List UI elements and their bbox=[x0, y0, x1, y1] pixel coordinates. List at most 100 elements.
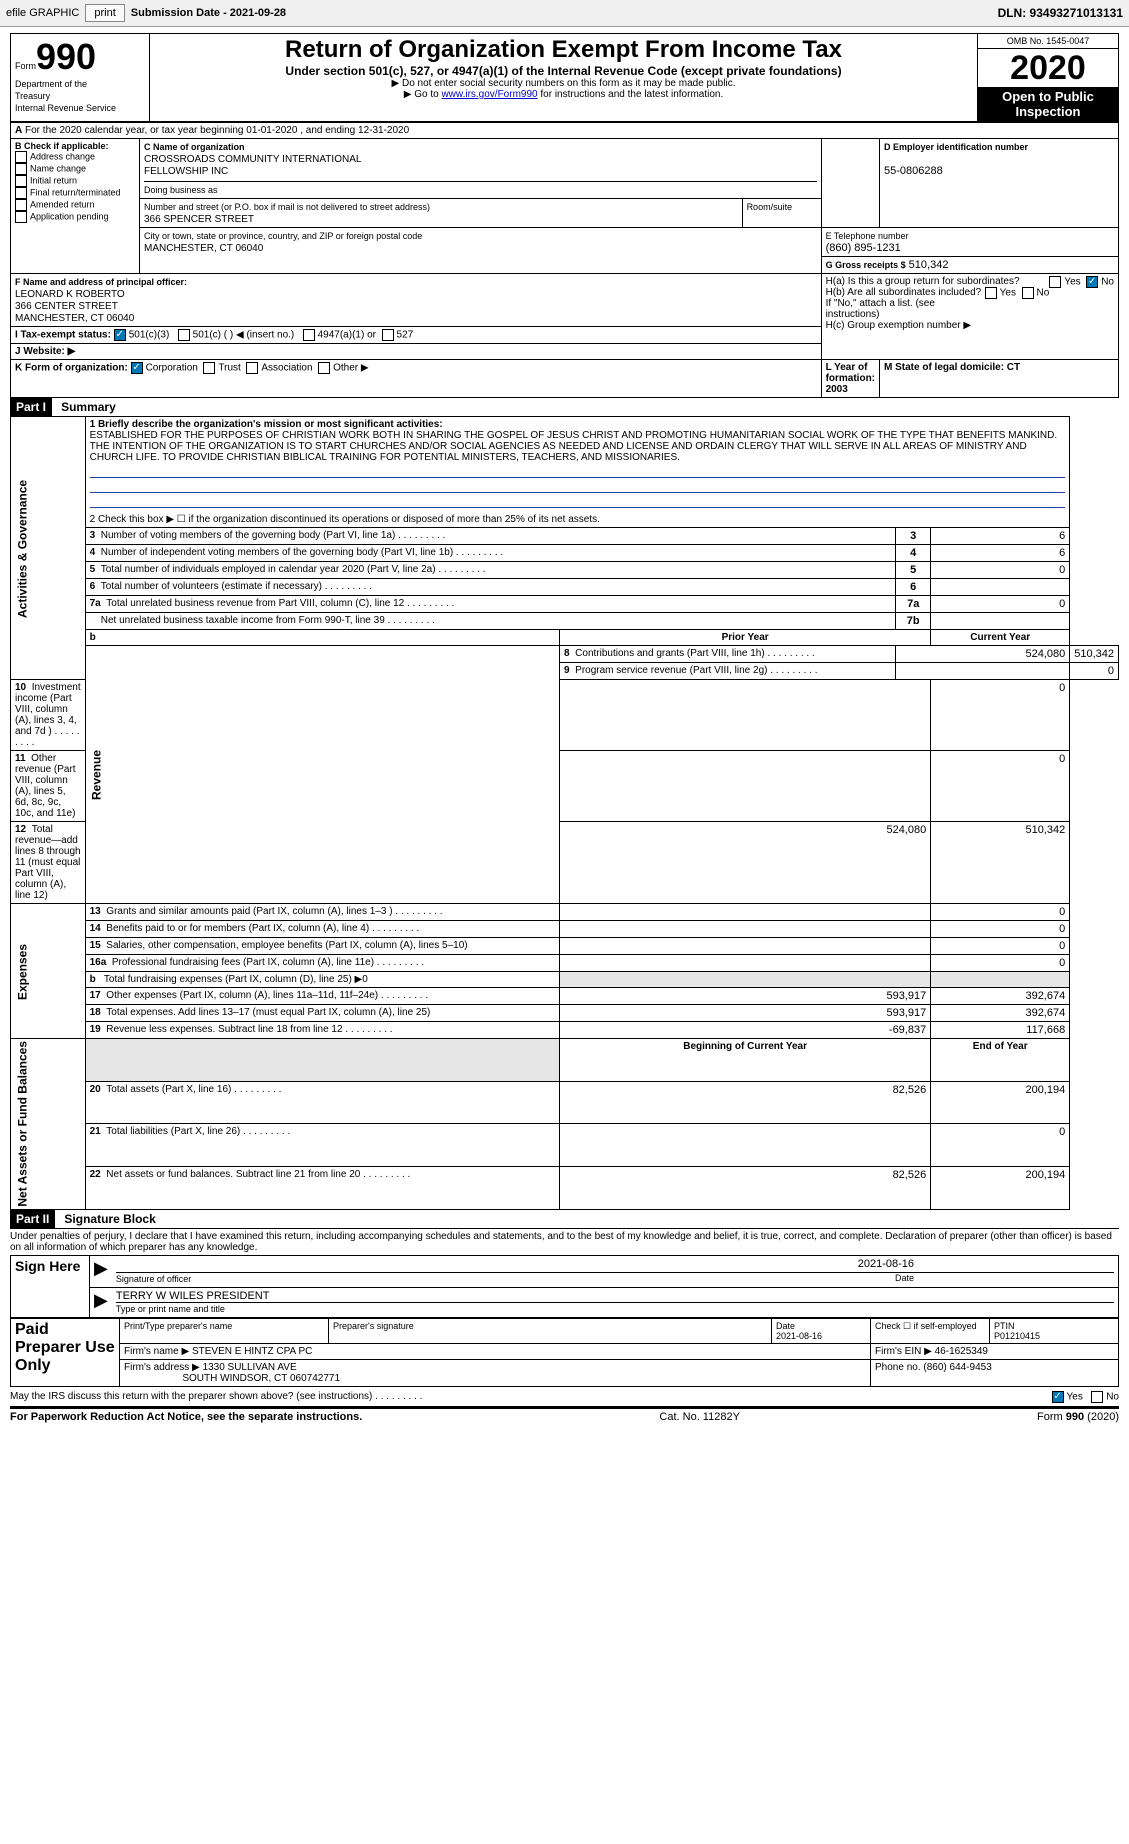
i-label: I Tax-exempt status: bbox=[15, 330, 111, 341]
firm-ein-label: Firm's EIN ▶ bbox=[875, 1346, 932, 1357]
ag-t-4: Total unrelated business revenue from Pa… bbox=[106, 598, 454, 609]
exp-row-16b: b Total fundraising expenses (Part IX, c… bbox=[11, 972, 1119, 988]
c-label: C Name of organization bbox=[144, 142, 245, 152]
exp-p-6: 593,917 bbox=[560, 1005, 931, 1022]
rev-p-0: 524,080 bbox=[896, 646, 1070, 663]
exp-row: 17 Other expenses (Part IX, column (A), … bbox=[11, 988, 1119, 1005]
exp-t-3: Professional fundraising fees (Part IX, … bbox=[112, 957, 424, 968]
net-c-1: 0 bbox=[931, 1124, 1070, 1167]
irs-link[interactable]: www.irs.gov/Form990 bbox=[441, 89, 537, 100]
phone-cell: E Telephone number (860) 895-1231 bbox=[821, 228, 1118, 257]
firm-name-value: STEVEN E HINTZ CPA PC bbox=[192, 1346, 312, 1357]
part1-table: Activities & Governance 1 Briefly descri… bbox=[10, 416, 1119, 1210]
cb-ha-yes[interactable] bbox=[1049, 276, 1061, 288]
firm-name-label: Firm's name ▶ bbox=[124, 1346, 189, 1357]
paid-preparer-label: Paid Preparer Use Only bbox=[11, 1318, 120, 1386]
discuss-no: No bbox=[1106, 1391, 1119, 1402]
pp-date-label: Date bbox=[776, 1321, 795, 1331]
gross-cell: G Gross receipts $ 510,342 bbox=[821, 257, 1118, 274]
side-label-net: Net Assets or Fund Balances bbox=[11, 1039, 86, 1210]
pp-ptin-value: P01210415 bbox=[994, 1331, 1040, 1341]
net-c-0: 200,194 bbox=[931, 1081, 1070, 1124]
b-item-4: Amended return bbox=[30, 199, 95, 209]
form-subtitle: Under section 501(c), 527, or 4947(a)(1)… bbox=[154, 64, 973, 78]
print-button[interactable]: print bbox=[85, 4, 124, 22]
ag-k-3: 6 bbox=[896, 579, 931, 596]
header-table: Form990 Department of the Treasury Inter… bbox=[10, 33, 1119, 122]
type-name-label: Type or print name and title bbox=[116, 1304, 225, 1314]
cb-amended-return[interactable] bbox=[15, 199, 27, 211]
exp-row: 18 Total expenses. Add lines 13–17 (must… bbox=[11, 1005, 1119, 1022]
cb-hb-yes[interactable] bbox=[985, 287, 997, 299]
cb-application-pending[interactable] bbox=[15, 211, 27, 223]
cb-discuss-yes[interactable] bbox=[1052, 1391, 1064, 1403]
e-label: E Telephone number bbox=[826, 231, 909, 241]
city-value: MANCHESTER, CT 06040 bbox=[144, 243, 263, 254]
ag-t-0: Number of voting members of the governin… bbox=[101, 530, 446, 541]
org-name-1: CROSSROADS COMMUNITY INTERNATIONAL bbox=[144, 154, 361, 165]
rev-c-1: 0 bbox=[1070, 663, 1119, 680]
rev-c-0: 510,342 bbox=[1070, 646, 1119, 663]
cb-final-return[interactable] bbox=[15, 187, 27, 199]
cb-501c[interactable] bbox=[178, 329, 190, 341]
exp-t-0: Grants and similar amounts paid (Part IX… bbox=[106, 906, 442, 917]
officer-name: LEONARD K ROBERTO bbox=[15, 289, 125, 300]
pp-ptin-label: PTIN bbox=[994, 1321, 1015, 1331]
cb-501c3[interactable] bbox=[114, 329, 126, 341]
tax-year: 2020 bbox=[978, 49, 1118, 87]
cb-hb-no[interactable] bbox=[1022, 287, 1034, 299]
ag-t-1: Number of independent voting members of … bbox=[101, 547, 503, 558]
ag-n-3: 6 bbox=[90, 581, 96, 592]
cb-association[interactable] bbox=[246, 362, 258, 374]
mission-blank3 bbox=[90, 495, 1066, 508]
cb-527[interactable] bbox=[382, 329, 394, 341]
i-501c3: 501(c)(3) bbox=[129, 330, 170, 341]
l-label: L Year of formation: 2003 bbox=[826, 362, 875, 395]
firm-name-cell: Firm's name ▶ STEVEN E HINTZ CPA PC bbox=[120, 1343, 871, 1359]
exp-p-4 bbox=[560, 972, 931, 988]
cb-4947[interactable] bbox=[303, 329, 315, 341]
cb-ha-no[interactable] bbox=[1086, 276, 1098, 288]
hb-label: H(b) Are all subordinates included? bbox=[826, 287, 982, 298]
cb-other[interactable] bbox=[318, 362, 330, 374]
ein-value: 55-0806288 bbox=[884, 165, 943, 177]
exp-n-7: 19 bbox=[90, 1024, 101, 1035]
cb-initial-return[interactable] bbox=[15, 175, 27, 187]
form-990: Form990 Department of the Treasury Inter… bbox=[0, 27, 1129, 1439]
ein-cell: D Employer identification number 55-0806… bbox=[880, 139, 1119, 228]
firm-addr-cell: Firm's address ▶ 1330 SULLIVAN AVE SOUTH… bbox=[120, 1359, 871, 1386]
form-of-org-cell: K Form of organization: Corporation Trus… bbox=[11, 360, 822, 398]
col-header-row: b Prior Year Current Year bbox=[11, 630, 1119, 646]
spacer-cell bbox=[821, 139, 879, 228]
pp-check-label: Check ☐ if self-employed bbox=[875, 1321, 977, 1331]
ag-v-4: 0 bbox=[931, 596, 1070, 613]
ha-label: H(a) Is this a group return for subordin… bbox=[826, 276, 1020, 287]
cb-discuss-no[interactable] bbox=[1091, 1391, 1103, 1403]
b-item-5: Application pending bbox=[30, 211, 109, 221]
k-label: K Form of organization: bbox=[15, 363, 128, 374]
ag-v-5 bbox=[931, 613, 1070, 630]
city-label: City or town, state or province, country… bbox=[144, 231, 422, 241]
net-n-2: 22 bbox=[90, 1169, 101, 1180]
cb-trust[interactable] bbox=[203, 362, 215, 374]
section-b-cell: B Check if applicable: Address change Na… bbox=[11, 139, 140, 274]
cb-address-change[interactable] bbox=[15, 151, 27, 163]
line2-cell: 2 Check this box ▶ ☐ if the organization… bbox=[85, 512, 1070, 528]
exp-c-4 bbox=[931, 972, 1070, 988]
rev-n-4: 12 bbox=[15, 824, 26, 835]
cb-corporation[interactable] bbox=[131, 362, 143, 374]
b-label: B Check if applicable: bbox=[15, 141, 109, 151]
year-formation-cell: L Year of formation: 2003 bbox=[821, 360, 879, 398]
h-note: If "No," attach a list. (see instruction… bbox=[826, 298, 935, 320]
firm-ein-value: 46-1625349 bbox=[935, 1346, 988, 1357]
part1-header: Part I Summary bbox=[10, 398, 1119, 416]
part1-title: Summary bbox=[55, 400, 116, 414]
net-row: 21 Total liabilities (Part X, line 26)0 bbox=[11, 1124, 1119, 1167]
officer-street: 366 CENTER STREET bbox=[15, 301, 118, 312]
ag-row: Net unrelated business taxable income fr… bbox=[11, 613, 1119, 630]
period-row: A For the 2020 calendar year, or tax yea… bbox=[11, 123, 1119, 139]
state-domicile-cell: M State of legal domicile: CT bbox=[880, 360, 1119, 398]
form-number-cell: Form990 Department of the Treasury Inter… bbox=[11, 34, 150, 122]
cb-name-change[interactable] bbox=[15, 163, 27, 175]
website-cell: J Website: ▶ bbox=[11, 344, 822, 360]
